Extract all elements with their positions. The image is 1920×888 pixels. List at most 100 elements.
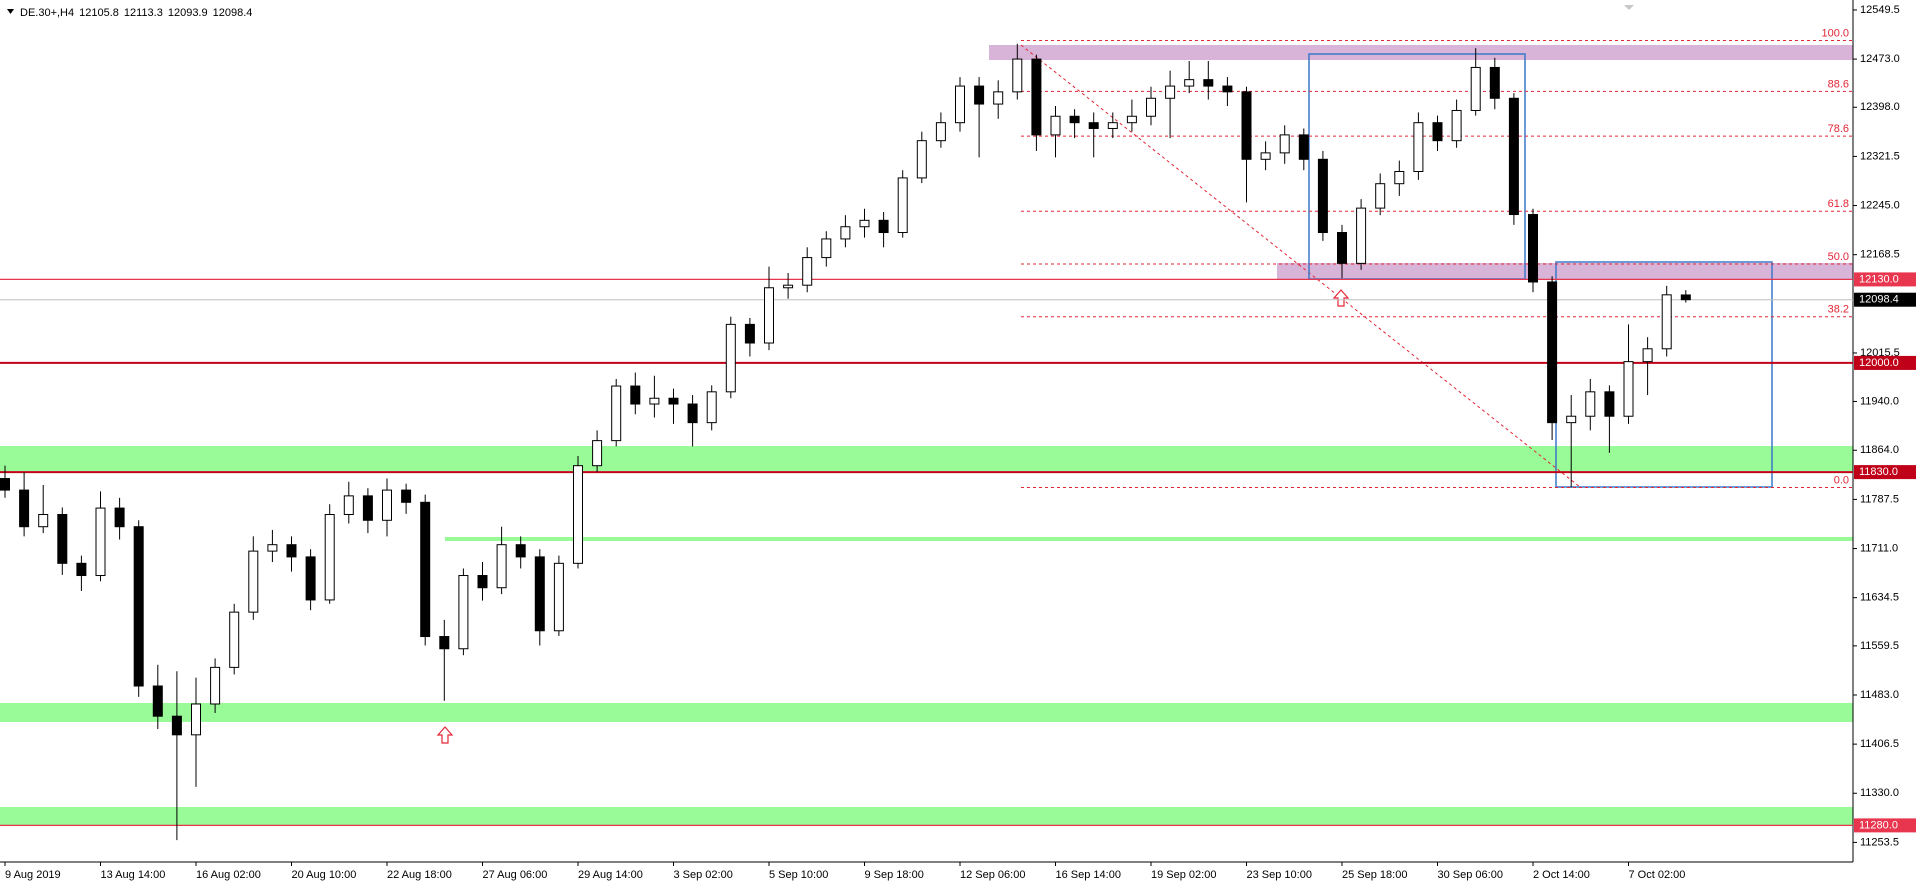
y-tick-label: 11253.5 [1860,836,1899,848]
candle-body [1394,171,1405,185]
candle-body [1050,115,1061,136]
price-level-tag-label: 11830.0 [1859,466,1898,478]
candle-body [1337,232,1347,264]
support-zone [0,703,1853,722]
candle-body [1012,58,1023,93]
price-level-tag-label: 11280.0 [1859,819,1898,831]
y-tick-label: 12168.5 [1860,249,1900,261]
close-value: 12098.4 [213,7,253,19]
candle-body [592,440,603,467]
y-tick-label: 11559.5 [1860,640,1899,652]
support-zone [0,446,1853,471]
candle-body [878,219,889,234]
open-value: 12105.8 [79,7,119,19]
y-tick-label: 12398.0 [1860,101,1900,113]
candle-body [1585,391,1596,417]
candle-body [744,323,755,344]
candle-body [1146,97,1156,117]
candle-body [1222,85,1233,93]
resistance-zone [1277,263,1853,280]
candle-body [248,550,259,613]
resistance-zone [989,45,1853,60]
candle-body [553,562,564,632]
x-tick-label: 9 Sep 18:00 [865,869,924,881]
scroll-marker [1624,5,1634,10]
candle-body [362,495,373,521]
candle-body [1260,152,1271,160]
candle-body [496,544,507,589]
y-tick-label: 12473.0 [1860,53,1900,65]
current-price-tag [1854,292,1916,307]
candle-body [1375,183,1386,209]
x-tick-label: 5 Sep 10:00 [769,869,828,881]
price-level-tag [1854,355,1916,370]
x-tick-label: 2 Oct 14:00 [1533,869,1590,881]
x-tick-label: 30 Sep 06:00 [1438,869,1503,881]
candle-body [573,465,583,564]
candle-body [267,544,278,552]
candle-body [95,507,106,577]
candle-body [1279,134,1290,154]
x-tick-label: 16 Sep 14:00 [1056,869,1121,881]
candle-body [1203,79,1214,87]
candle-body [1298,134,1309,160]
candle-body [611,385,622,442]
candle-body [1566,415,1577,424]
candle-body [687,403,698,424]
candle-body [1356,207,1367,264]
y-tick-label: 11483.0 [1860,689,1899,701]
candle-body [1317,158,1328,234]
x-tick-label: 16 Aug 02:00 [196,869,261,881]
support-zone [0,807,1853,825]
candle-body [534,556,545,632]
candle-body [1031,58,1042,136]
y-tick-label: 11940.0 [1860,395,1899,407]
x-tick-label: 23 Sep 10:00 [1247,869,1312,881]
candle-body [1451,109,1462,142]
fib-level-label: 100.0 [1821,27,1849,39]
candle-body [401,489,412,503]
fib-trend-line [1020,44,1581,488]
candle-body [458,575,469,650]
candle-body [802,257,813,286]
candle-body [38,514,49,528]
candle-body [229,611,240,668]
fib-level-label: 88.6 [1828,78,1849,90]
candle-body [1069,115,1080,124]
price-level-tag [1854,272,1916,287]
candle-body [152,685,163,717]
candle-body [1680,294,1691,301]
fib-level-label: 0.0 [1834,474,1849,486]
candle-body [1623,361,1634,417]
high-value: 12113.3 [124,7,163,19]
candle-body [725,323,736,393]
collapse-icon[interactable] [7,9,14,14]
candle-body [649,397,660,405]
candle-body [955,85,965,124]
x-tick-label: 22 Aug 18:00 [387,869,452,881]
price-level-tag-label: 12130.0 [1859,273,1899,285]
candle-body [1489,66,1500,99]
candle-body [324,514,335,601]
y-tick-label: 12015.5 [1860,347,1900,359]
candle-body [19,489,30,528]
candle-body [515,544,526,558]
y-tick-label: 11711.0 [1860,542,1898,554]
candle-body [1508,97,1519,216]
fib-level-label: 38.2 [1828,304,1849,316]
y-tick-label: 11787.5 [1860,493,1899,505]
x-tick-label: 3 Sep 02:00 [674,869,733,881]
x-tick-label: 13 Aug 14:00 [101,869,166,881]
candle-body [821,238,832,259]
candle-body [1661,294,1672,350]
candle-body [133,526,144,687]
x-tick-label: 20 Aug 10:00 [292,869,357,881]
candle-body [1547,281,1558,424]
candle-body [382,489,392,521]
candle-body [974,85,985,105]
candle-body [1107,122,1118,129]
x-tick-label: 12 Sep 06:00 [960,869,1025,881]
y-tick-label: 12245.0 [1860,199,1900,211]
